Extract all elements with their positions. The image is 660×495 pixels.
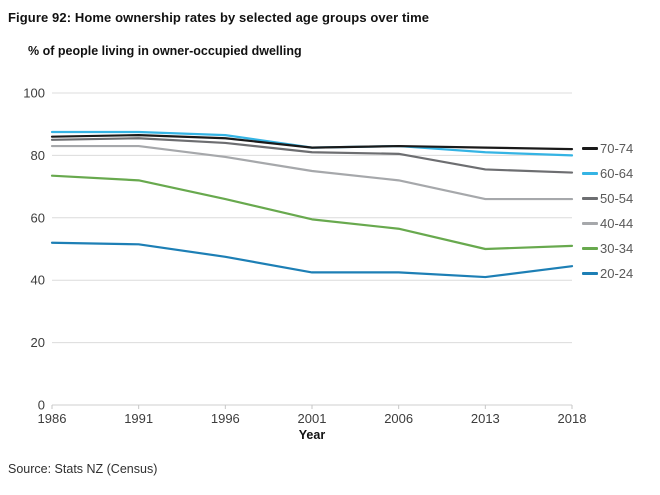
legend-swatch <box>582 247 598 250</box>
figure-title: Figure 92: Home ownership rates by selec… <box>8 10 430 25</box>
x-tick-label: 2006 <box>384 411 413 426</box>
y-tick-label: 40 <box>31 273 45 288</box>
x-tick-label: 1991 <box>124 411 153 426</box>
series-line-50-54 <box>50 137 574 174</box>
series-line-30-34 <box>50 174 574 251</box>
y-tick-label: 100 <box>23 86 45 101</box>
legend-label: 50-54 <box>600 191 634 206</box>
y-tick-label: 0 <box>38 398 45 413</box>
legend-label: 20-24 <box>600 266 634 281</box>
y-tick-label: 60 <box>31 210 45 225</box>
x-tick-label: 2001 <box>298 411 327 426</box>
legend-swatch <box>582 147 598 150</box>
legend-item-70-74: 70-74 <box>582 136 633 161</box>
source-note: Source: Stats NZ (Census) <box>8 462 158 476</box>
legend-item-60-64: 60-64 <box>582 161 633 186</box>
legend-item-30-34: 30-34 <box>582 236 633 261</box>
y-tick-label: 20 <box>31 335 45 350</box>
legend-item-50-54: 50-54 <box>582 186 633 211</box>
legend-item-40-44: 40-44 <box>582 211 633 236</box>
series-line-20-24 <box>50 241 574 279</box>
legend-swatch <box>582 272 598 275</box>
series-line-70-74 <box>50 134 574 151</box>
legend-label: 30-34 <box>600 241 634 256</box>
series-line-40-44 <box>50 144 574 201</box>
legend-item-20-24: 20-24 <box>582 261 633 286</box>
chart-legend: 70-74 60-64 50-54 40-44 30-34 20-24 <box>582 136 633 286</box>
legend-swatch <box>582 172 598 175</box>
legend-label: 60-64 <box>600 166 634 181</box>
figure-subtitle: % of people living in owner-occupied dwe… <box>28 44 302 58</box>
legend-swatch <box>582 197 598 200</box>
x-tick-label: 2018 <box>558 411 587 426</box>
legend-label: 70-74 <box>600 141 634 156</box>
legend-label: 40-44 <box>600 216 634 231</box>
x-tick-label: 1986 <box>38 411 67 426</box>
legend-swatch <box>582 222 598 225</box>
line-chart: 0 20 40 60 80 100 1986 1991 1996 2001 2006 2013 2018 <box>23 86 587 427</box>
x-tick-label: 2013 <box>471 411 500 426</box>
y-tick-label: 80 <box>31 148 45 163</box>
x-axis-title: Year <box>298 428 326 442</box>
x-tick-label: 1996 <box>211 411 240 426</box>
